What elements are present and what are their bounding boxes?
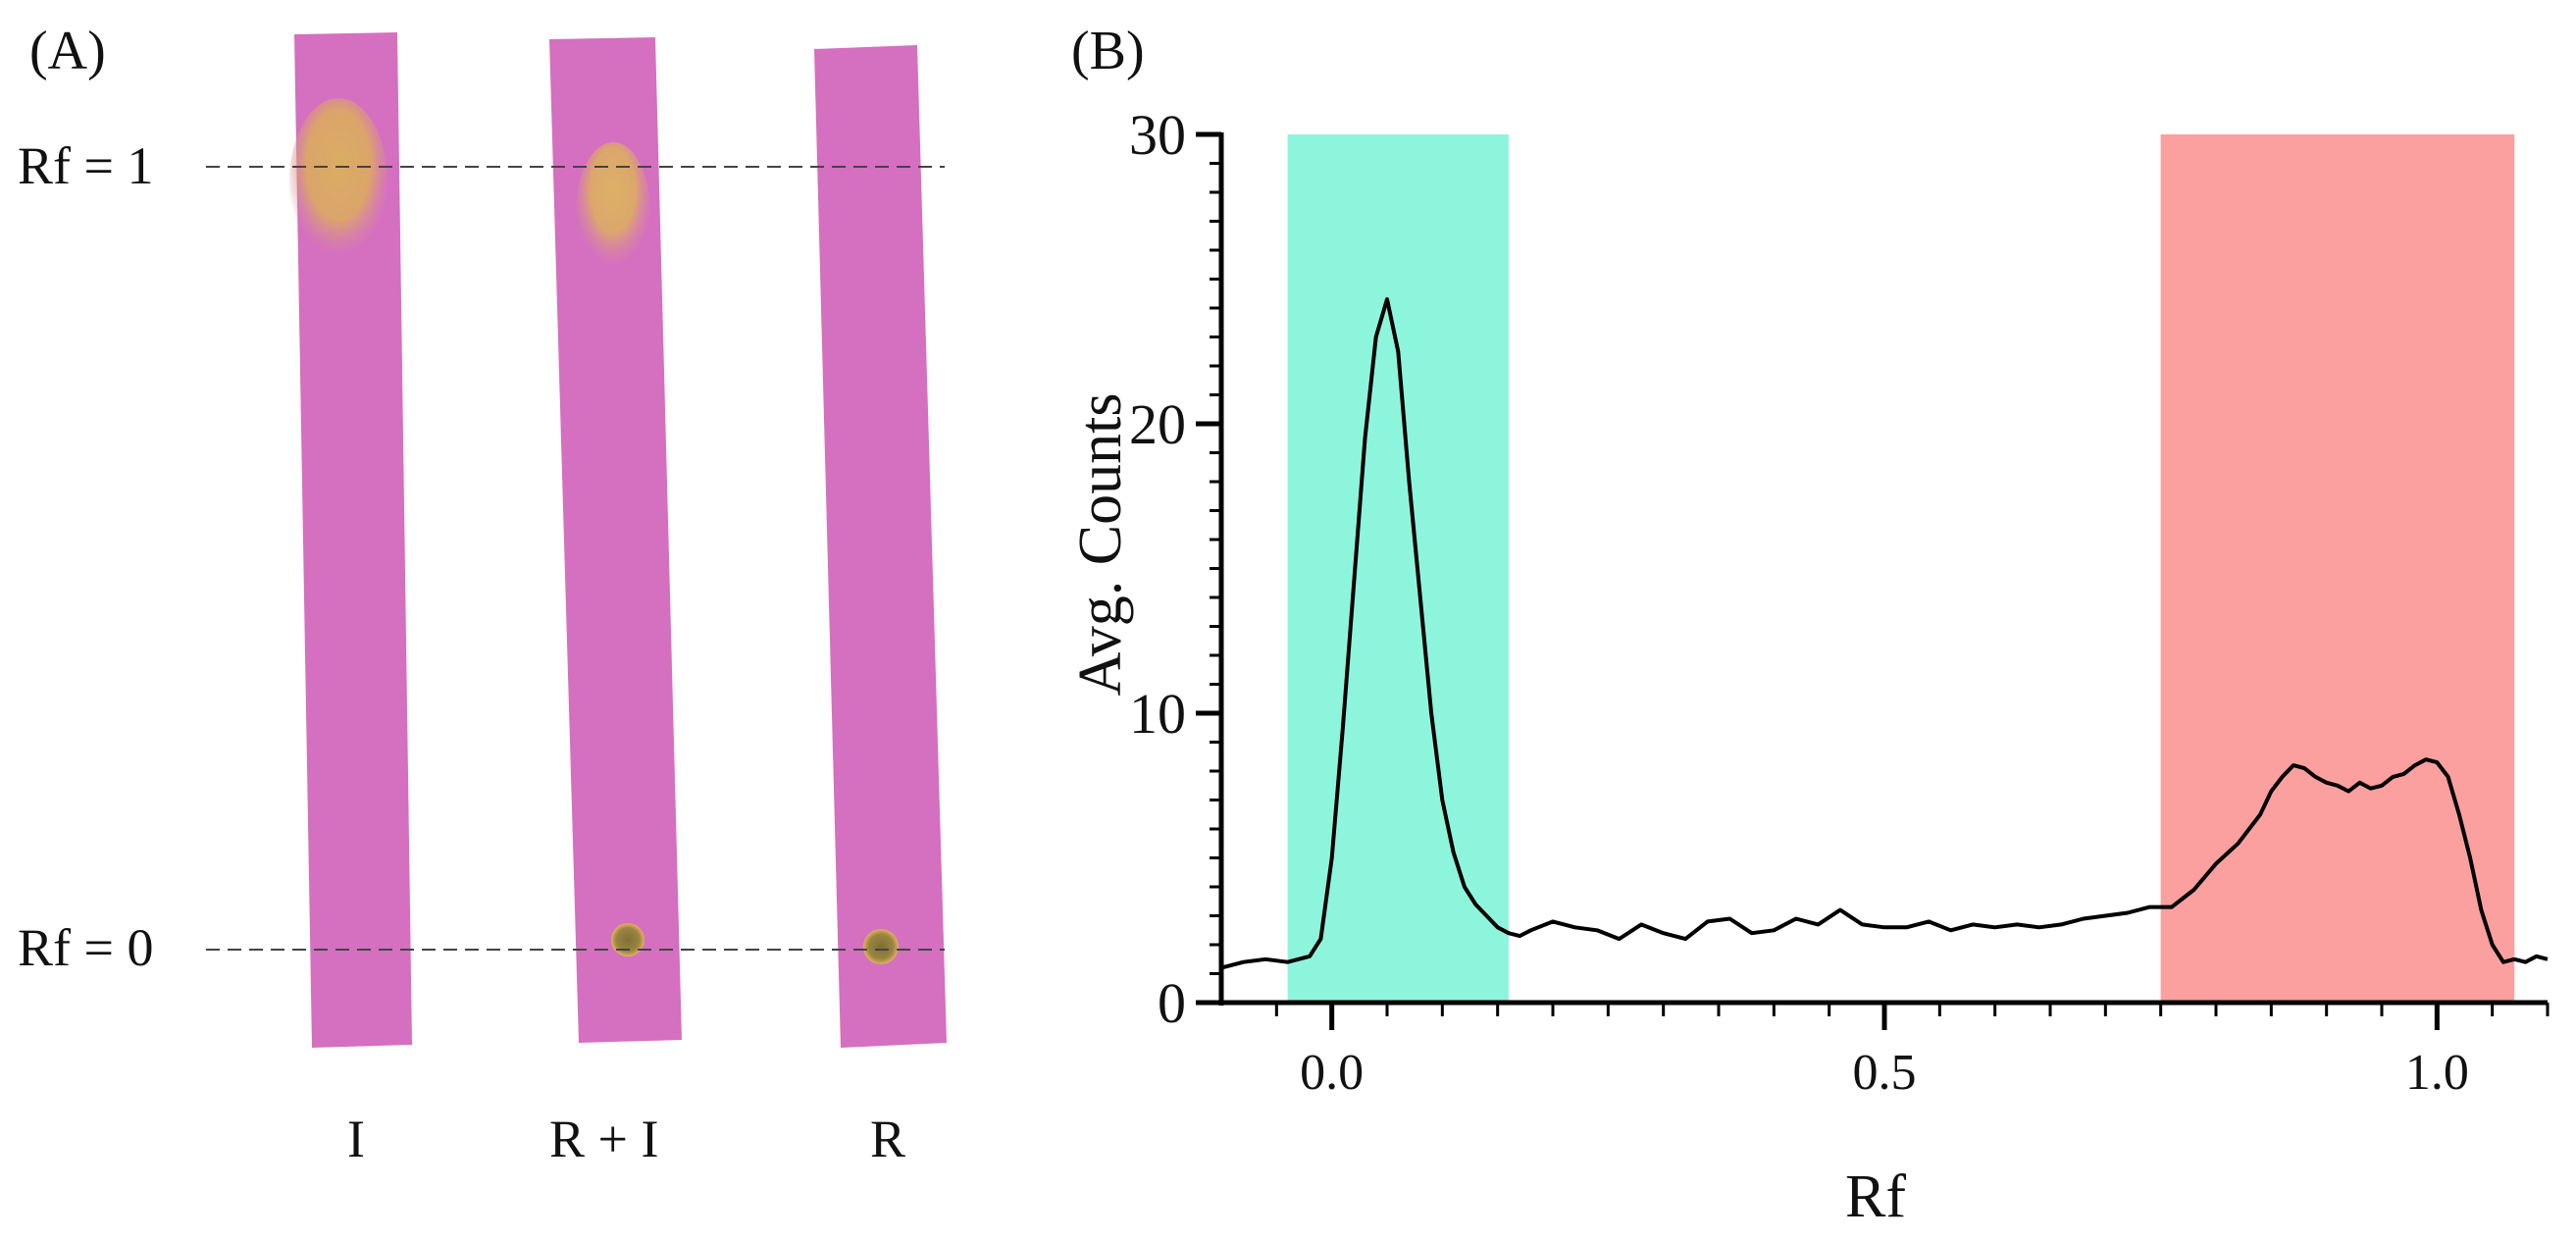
strip-r-plus-i-origin-spot bbox=[611, 923, 644, 956]
strip-i-front-stain bbox=[289, 98, 387, 265]
y-tick-label: 0 bbox=[1158, 971, 1186, 1035]
rf-count-chart: 0 10 20 30 0.0 0.5 1.0 Avg. Counts Rf bbox=[1067, 103, 2550, 1230]
tlc-strips bbox=[206, 32, 947, 1048]
panel-b-label: (B) bbox=[1071, 21, 1145, 81]
x-tick-label: 0.5 bbox=[1853, 1045, 1917, 1101]
front-region bbox=[2160, 134, 2515, 1003]
origin-region bbox=[1287, 134, 1509, 1003]
y-axis-title: Avg. Counts bbox=[1067, 393, 1134, 697]
strip-r-origin-spot bbox=[863, 929, 899, 964]
rf-1-label: Rf = 1 bbox=[18, 136, 154, 195]
y-tick-label: 30 bbox=[1129, 103, 1186, 167]
x-tick-label: 1.0 bbox=[2405, 1045, 2469, 1101]
strip-i bbox=[294, 32, 412, 1048]
x-tick-label: 0.0 bbox=[1300, 1045, 1364, 1101]
lane-label-r-plus-i: R + I bbox=[549, 1110, 659, 1168]
rf-0-label: Rf = 0 bbox=[18, 918, 154, 977]
y-tick-label: 20 bbox=[1129, 392, 1186, 456]
y-tick-label: 10 bbox=[1129, 682, 1186, 746]
x-axis-title: Rf bbox=[1845, 1163, 1906, 1230]
series-line bbox=[1220, 297, 2549, 970]
strip-r-plus-i-front-stain bbox=[576, 142, 650, 280]
panel-a-label: (A) bbox=[29, 21, 106, 81]
lane-label-r: R bbox=[870, 1110, 906, 1168]
lane-label-i: I bbox=[347, 1110, 365, 1168]
strip-r bbox=[814, 45, 947, 1048]
strip-r-plus-i bbox=[549, 37, 682, 1043]
